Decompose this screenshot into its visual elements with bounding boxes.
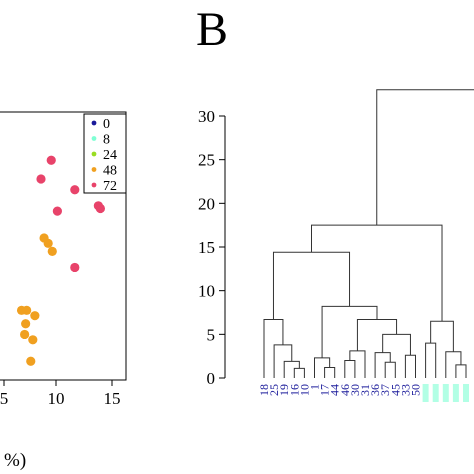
dendrogram-link-9 (374, 352, 391, 378)
dendrogram-link-16 (455, 364, 467, 378)
scatter-point-72-3 (36, 174, 46, 184)
dendrogram-leaf-label: 17 (318, 384, 332, 396)
dendrogram-link-1 (283, 360, 300, 378)
dendrogram-root-link (376, 89, 474, 226)
dendrogram-y-tick-label: 30 (198, 107, 215, 126)
legend-label-8: 8 (103, 133, 110, 148)
dendrogram-y-tick-label: 0 (207, 369, 216, 388)
legend-marker-8 (91, 136, 97, 141)
dendrogram-leaf-label: 44 (328, 384, 342, 396)
dendrogram-leaf-label: 19 (277, 384, 291, 396)
scatter-point-48-1 (43, 238, 53, 248)
dendrogram-leaf-label-faded (463, 384, 469, 402)
dendrogram-leaf-label: 50 (409, 384, 423, 396)
dendrogram-y-ticks: 0 5 10 15 20 25 30 (198, 107, 225, 388)
scatter-x-tick-label: 5 (0, 389, 8, 408)
dendrogram-link-14 (272, 251, 351, 320)
scatter-point-72-1 (46, 155, 56, 165)
legend-box (83, 113, 127, 194)
dendrogram-leaf-label: 30 (348, 384, 362, 396)
dendrogram-leaf-label: 45 (388, 384, 402, 396)
scatter-point-48-2 (47, 246, 57, 256)
dendrogram-leaf-label: 16 (287, 384, 301, 396)
dendrogram-leaf-label-faded (452, 384, 459, 402)
legend-marker-0 (91, 120, 97, 126)
dendrogram-leaf-label: 18 (257, 384, 271, 396)
scatter-plot-frame (0, 111, 127, 381)
dendrogram-link-19 (311, 224, 443, 322)
dendrogram-leaf-label: 46 (338, 384, 352, 396)
dendrogram-link-18 (430, 320, 454, 352)
dendrogram-leaf-label: 1 (308, 384, 322, 390)
legend-label-48: 48 (103, 164, 117, 179)
dendrogram-link-12 (356, 318, 398, 351)
dendrogram-leaf-label: 33 (398, 384, 412, 396)
dendrogram-leaf-label: 37 (378, 384, 392, 396)
scatter-point-48-8 (28, 335, 38, 345)
dendrogram-link-8 (384, 361, 396, 378)
dendrogram-leaf-label-faded (422, 384, 429, 402)
dendrogram-link-7 (349, 350, 366, 378)
legend-label-0: 0 (103, 117, 110, 132)
dendrogram-link-3 (263, 318, 284, 378)
scatter-x-ticks: 5 10 15 (0, 380, 121, 408)
dendrogram-link-15 (425, 342, 437, 378)
scatter-x-tick-label: 10 (48, 389, 65, 408)
dendrogram-link-6 (344, 360, 356, 378)
dendrogram-leaf-label: 10 (297, 384, 311, 396)
dendrogram-link-4 (324, 367, 336, 378)
dendrogram-leaf-label: 25 (267, 384, 281, 396)
scatter-point-48-6 (21, 319, 31, 329)
scatter-point-48-4 (22, 305, 32, 315)
dendrogram-link-13 (321, 305, 378, 358)
scatter-point-72-8 (70, 262, 80, 273)
legend-label-72: 72 (103, 179, 117, 194)
dendrogram-leaf-label: 31 (358, 384, 372, 396)
scatter-point-48-7 (20, 329, 30, 340)
dendrogram-y-tick-label: 25 (198, 151, 215, 170)
scatter-x-tick-label: 15 (104, 389, 121, 408)
dendrogram-leaf-label-faded (432, 384, 439, 402)
legend-marker-72 (91, 182, 97, 188)
dendrogram-link-0 (293, 367, 305, 378)
dendrogram-links (263, 89, 474, 378)
dendrogram-link-10 (404, 354, 416, 378)
legend-marker-24 (91, 151, 97, 157)
legend-label-24: 24 (103, 148, 117, 163)
legend-marker-48 (91, 167, 97, 172)
scatter-x-axis-label: %) (4, 450, 26, 471)
dendrogram-y-tick-label: 10 (198, 282, 215, 301)
scatter-point-48-5 (30, 311, 40, 321)
scatter-point-48-9 (26, 356, 36, 366)
dendrogram-y-tick-label: 5 (207, 325, 216, 344)
scatter-point-72-7 (95, 203, 105, 214)
scatter-point-72-5 (52, 206, 62, 216)
dendrogram-y-tick-label: 20 (198, 194, 215, 213)
dendrogram-y-tick-label: 15 (198, 238, 215, 257)
dendrogram-leaf-label-faded (442, 384, 449, 402)
panel-b-label: B (196, 3, 228, 56)
dendrogram-link-11 (382, 333, 411, 356)
scatter-point-72-4 (70, 185, 80, 195)
dendrogram-leaf-label: 36 (368, 384, 382, 396)
